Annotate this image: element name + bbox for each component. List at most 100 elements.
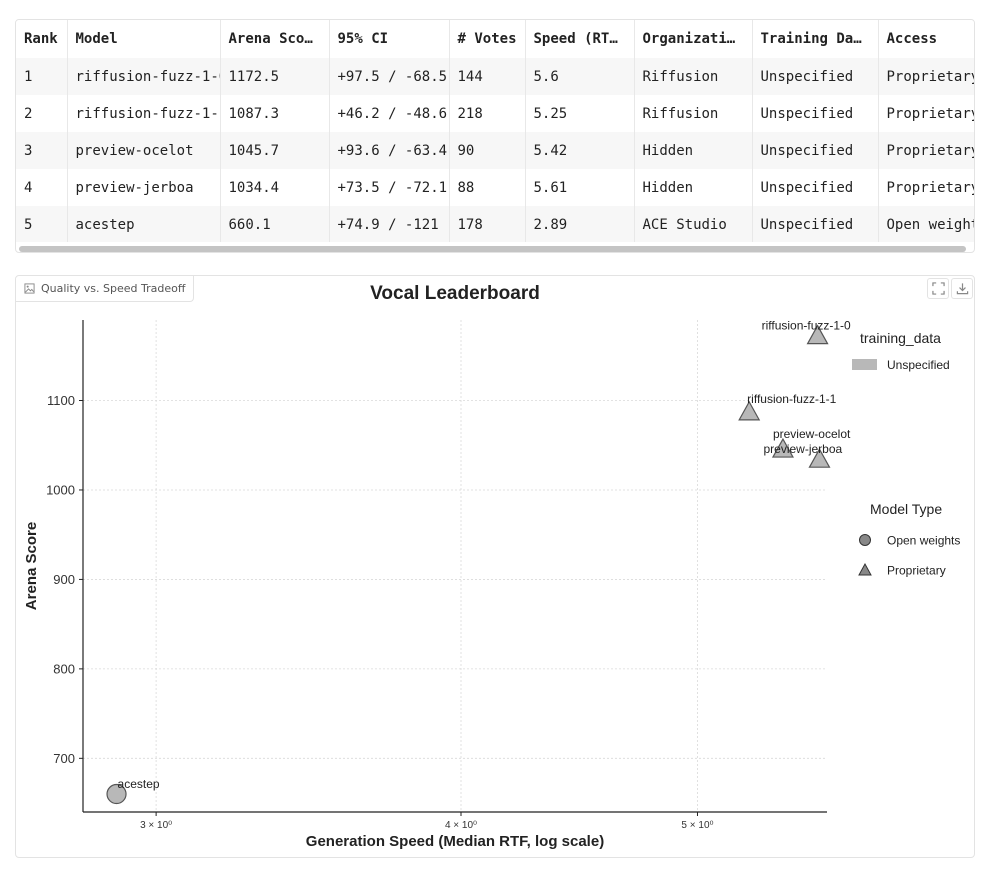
table-cell: Unspecified <box>752 95 879 132</box>
point-label: riffusion-fuzz-1-1 <box>747 392 836 406</box>
table-cell: 178 <box>449 206 526 242</box>
plot-label: Quality vs. Speed Tradeoff <box>16 276 195 302</box>
x-tick-label: 4 × 10⁰ <box>445 820 477 831</box>
table-cell: 1172.5 <box>220 58 330 95</box>
horizontal-scrollbar[interactable] <box>19 246 966 252</box>
data-point <box>738 400 761 421</box>
table-cell: 660.1 <box>220 206 330 242</box>
point-label: riffusion-fuzz-1-0 <box>762 319 851 333</box>
table-cell: 218 <box>449 95 526 132</box>
table-cell: +73.5 / -72.1 <box>329 169 450 206</box>
plot-panel: 700 800 900 1000 1100 3 × 10⁰ 4 × 10⁰ 5 × 10⁰ Vo… <box>15 275 975 858</box>
table-cell: ACE Studio <box>634 206 753 242</box>
x-tick-label: 3 × 10⁰ <box>140 820 172 831</box>
column-header[interactable]: Arena Score <box>220 20 330 58</box>
table-cell: preview-jerboa <box>67 169 221 206</box>
table-cell: Proprietary <box>878 58 974 95</box>
column-header[interactable]: # Votes <box>449 20 526 58</box>
table-row[interactable]: 4 preview-jerboa 1034.4 +73.5 / -72.1 88 5.61… <box>16 169 974 206</box>
table-cell: 1045.7 <box>220 132 330 169</box>
table-cell: acestep <box>67 206 221 242</box>
table-cell: Proprietary <box>878 132 974 169</box>
table-cell: Hidden <box>634 169 753 206</box>
table-row[interactable]: 2 riffusion-fuzz-1-1 1087.3 +46.2 / -48.6 21… <box>16 95 974 132</box>
table-cell: 1034.4 <box>220 169 330 206</box>
legend-entry-label: Unspecified <box>887 358 950 372</box>
chart-title: Vocal Leaderboard <box>370 283 540 304</box>
table-cell: 88 <box>449 169 526 206</box>
legend-swatch <box>852 359 877 370</box>
table-cell: 144 <box>449 58 526 95</box>
table-cell: 1087.3 <box>220 95 330 132</box>
image-icon <box>24 283 35 294</box>
fullscreen-button[interactable] <box>927 278 949 299</box>
fullscreen-icon <box>931 282 945 295</box>
column-header[interactable]: Speed (RTF) <box>525 20 635 58</box>
x-tick-label: 5 × 10⁰ <box>681 820 713 831</box>
column-header[interactable]: 95% CI <box>329 20 450 58</box>
legend-marker <box>858 562 872 576</box>
table-row[interactable]: 3 preview-ocelot 1045.7 +93.6 / -63.4 90 5.42… <box>16 132 974 169</box>
table-row[interactable]: 5 acestep 660.1 +74.9 / -121 178 2.89 ACE Stud… <box>16 206 974 242</box>
y-tick-label: 700 <box>53 751 75 766</box>
table-cell: Unspecified <box>752 206 879 242</box>
legend-title: Model Type <box>870 501 942 517</box>
table-cell: 3 <box>16 132 68 169</box>
table-cell: riffusion-fuzz-1-1 <box>67 95 221 132</box>
table-cell: +97.5 / -68.5 <box>329 58 450 95</box>
legend-entry-label: Proprietary <box>887 564 946 578</box>
table-cell: 2.89 <box>525 206 635 242</box>
download-button[interactable] <box>951 278 973 299</box>
point-label: preview-jerboa <box>763 442 842 456</box>
point-label: preview-ocelot <box>773 427 851 441</box>
legend-title: training_data <box>860 330 941 346</box>
table-cell: 1 <box>16 58 68 95</box>
column-header[interactable]: Training Data <box>752 20 879 58</box>
table-cell: Proprietary <box>878 95 974 132</box>
column-header[interactable]: Rank <box>16 20 68 58</box>
table-scroll-area[interactable]: Rank Model Arena Score 95% CI # Votes Speed (… <box>16 20 974 242</box>
table-row[interactable]: 1 riffusion-fuzz-1-0 1172.5 +97.5 / -68.5 14… <box>16 58 974 95</box>
table-cell: 5.6 <box>525 58 635 95</box>
legend-model-type: Model Type Open weights Proprietary <box>858 501 960 578</box>
table-cell: 90 <box>449 132 526 169</box>
table-cell: 4 <box>16 169 68 206</box>
data-point <box>808 447 831 468</box>
table-cell: +74.9 / -121 <box>329 206 450 242</box>
y-tick-label: 800 <box>53 661 75 676</box>
table-cell: +93.6 / -63.4 <box>329 132 450 169</box>
download-icon <box>956 283 968 295</box>
table-cell: Open weights <box>878 206 974 242</box>
table-cell: Unspecified <box>752 169 879 206</box>
table-cell: +46.2 / -48.6 <box>329 95 450 132</box>
leaderboard-table-panel: Rank Model Arena Score 95% CI # Votes Speed (… <box>15 19 975 253</box>
table-cell: 5 <box>16 206 68 242</box>
column-header[interactable]: Organization <box>634 20 753 58</box>
table-cell: Unspecified <box>752 58 879 95</box>
table-cell: Unspecified <box>752 132 879 169</box>
column-header[interactable]: Access <box>878 20 974 58</box>
plot-label-text: Quality vs. Speed Tradeoff <box>41 282 186 295</box>
legend-entry-label: Open weights <box>887 534 960 548</box>
table-cell: Riffusion <box>634 58 753 95</box>
y-axis-label: Arena Score <box>23 522 40 610</box>
data-point <box>806 324 829 345</box>
point-label: acestep <box>118 777 160 791</box>
table-cell: Riffusion <box>634 95 753 132</box>
table-cell: 5.42 <box>525 132 635 169</box>
legend-training-data: training_data Unspecified <box>852 330 950 372</box>
table-cell: Hidden <box>634 132 753 169</box>
legend-marker <box>859 534 871 546</box>
table-cell: 5.61 <box>525 169 635 206</box>
table-cell: Proprietary <box>878 169 974 206</box>
y-tick-label: 900 <box>53 572 75 587</box>
column-header[interactable]: Model <box>67 20 221 58</box>
table-cell: riffusion-fuzz-1-0 <box>67 58 221 95</box>
scatter-chart: 700 800 900 1000 1100 3 × 10⁰ 4 × 10⁰ 5 × 10⁰ Vo… <box>23 283 960 850</box>
table-cell: 5.25 <box>525 95 635 132</box>
x-axis-label: Generation Speed (Median RTF, log scale) <box>306 833 604 850</box>
table-header-row: Rank Model Arena Score 95% CI # Votes Speed (… <box>16 20 974 58</box>
data-point <box>771 437 794 458</box>
data-point <box>106 783 127 805</box>
y-tick-label: 1000 <box>46 482 75 497</box>
